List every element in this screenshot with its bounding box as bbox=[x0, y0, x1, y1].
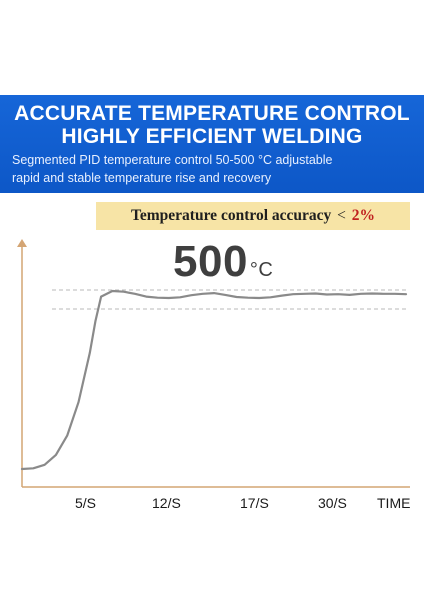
temperature-curve bbox=[20, 289, 408, 471]
accuracy-value: 2% bbox=[351, 207, 376, 224]
headline-accurate: ACCURATE TEMPERATURE CONTROL bbox=[14, 102, 410, 125]
target-temperature: 500 °C bbox=[173, 237, 273, 287]
x-axis-time-label: TIME bbox=[377, 495, 411, 511]
target-unit: °C bbox=[249, 259, 274, 281]
accuracy-symbol: < bbox=[337, 207, 346, 224]
y-axis-arrow bbox=[17, 239, 27, 247]
x-tick-30s: 30/S bbox=[318, 495, 347, 511]
x-tick-17s: 17/S bbox=[240, 495, 269, 511]
headline-welding: HIGHLY EFFICIENT WELDING bbox=[61, 125, 363, 148]
accuracy-label: Temperature control accuracy bbox=[130, 207, 332, 224]
banner: ACCURATE TEMPERATURE CONTROL HIGHLY EFFI… bbox=[0, 95, 424, 193]
subline-recovery: rapid and stable temperature rise and re… bbox=[12, 171, 272, 185]
accuracy-badge: Temperature control accuracy < 2% bbox=[96, 202, 410, 230]
target-value: 500 bbox=[173, 237, 248, 286]
subline-pid: Segmented PID temperature control 50-500… bbox=[12, 153, 333, 167]
x-tick-5s: 5/S bbox=[75, 495, 97, 511]
x-tick-12s: 12/S bbox=[152, 495, 181, 511]
